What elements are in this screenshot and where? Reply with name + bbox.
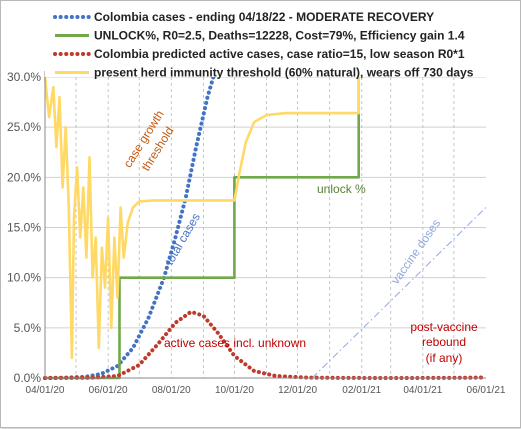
annotation-if-any: (if any): [426, 351, 463, 365]
series-line-vaccine-doses: [311, 207, 487, 379]
annotation-rebound: rebound: [422, 335, 466, 349]
x-tick-label: 04/01/20: [26, 385, 65, 396]
y-tick-label: 0.0%: [14, 371, 42, 385]
y-tick-label: 30.0%: [7, 70, 41, 84]
annotation-unlock: unlock %: [317, 182, 366, 196]
x-tick-label: 06/01/21: [467, 385, 506, 396]
axes: 0.0% 5.0% 10.0% 15.0% 20.0% 25.0% 30.0% 04/01/2…: [7, 70, 506, 396]
x-tick-label: 04/01/21: [403, 385, 442, 396]
y-tick-label: 25.0%: [7, 120, 41, 134]
annotation-active-cases-incl-unknown: active cases incl. unknown: [164, 336, 306, 350]
y-tick-label: 15.0%: [7, 221, 41, 235]
y-tick-label: 5.0%: [14, 321, 42, 335]
x-tick-label: 12/01/20: [278, 385, 317, 396]
y-tick-label: 20.0%: [7, 170, 41, 184]
legend-label: Colombia cases - ending 04/18/22 - MODER…: [94, 10, 434, 24]
y-tick-label: 10.0%: [7, 271, 41, 285]
series-line-colombia-predicted-active-cases-case-ratio-15-low-season-r0-1: [43, 309, 488, 380]
x-tick-label: 02/01/21: [342, 385, 381, 396]
x-tick-label: 10/01/20: [215, 385, 254, 396]
x-tick-label: 06/01/20: [89, 385, 128, 396]
legend-label: Colombia predicted active cases, case ra…: [94, 47, 465, 61]
series-line-present-herd-immunity-threshold-60-natural-wears-off-730-days: [43, 76, 360, 360]
annotation-post-vaccine: post-vaccine: [410, 320, 478, 334]
legend-box: [45, 5, 501, 77]
legend-label: UNLOCK%, R0=2.5, Deaths=12228, Cost=79%,…: [94, 29, 465, 43]
legend-label: present herd immunity threshold (60% nat…: [94, 66, 474, 80]
x-tick-label: 08/01/20: [152, 385, 191, 396]
legend: Colombia cases - ending 04/18/22 - MODER…: [45, 5, 501, 80]
